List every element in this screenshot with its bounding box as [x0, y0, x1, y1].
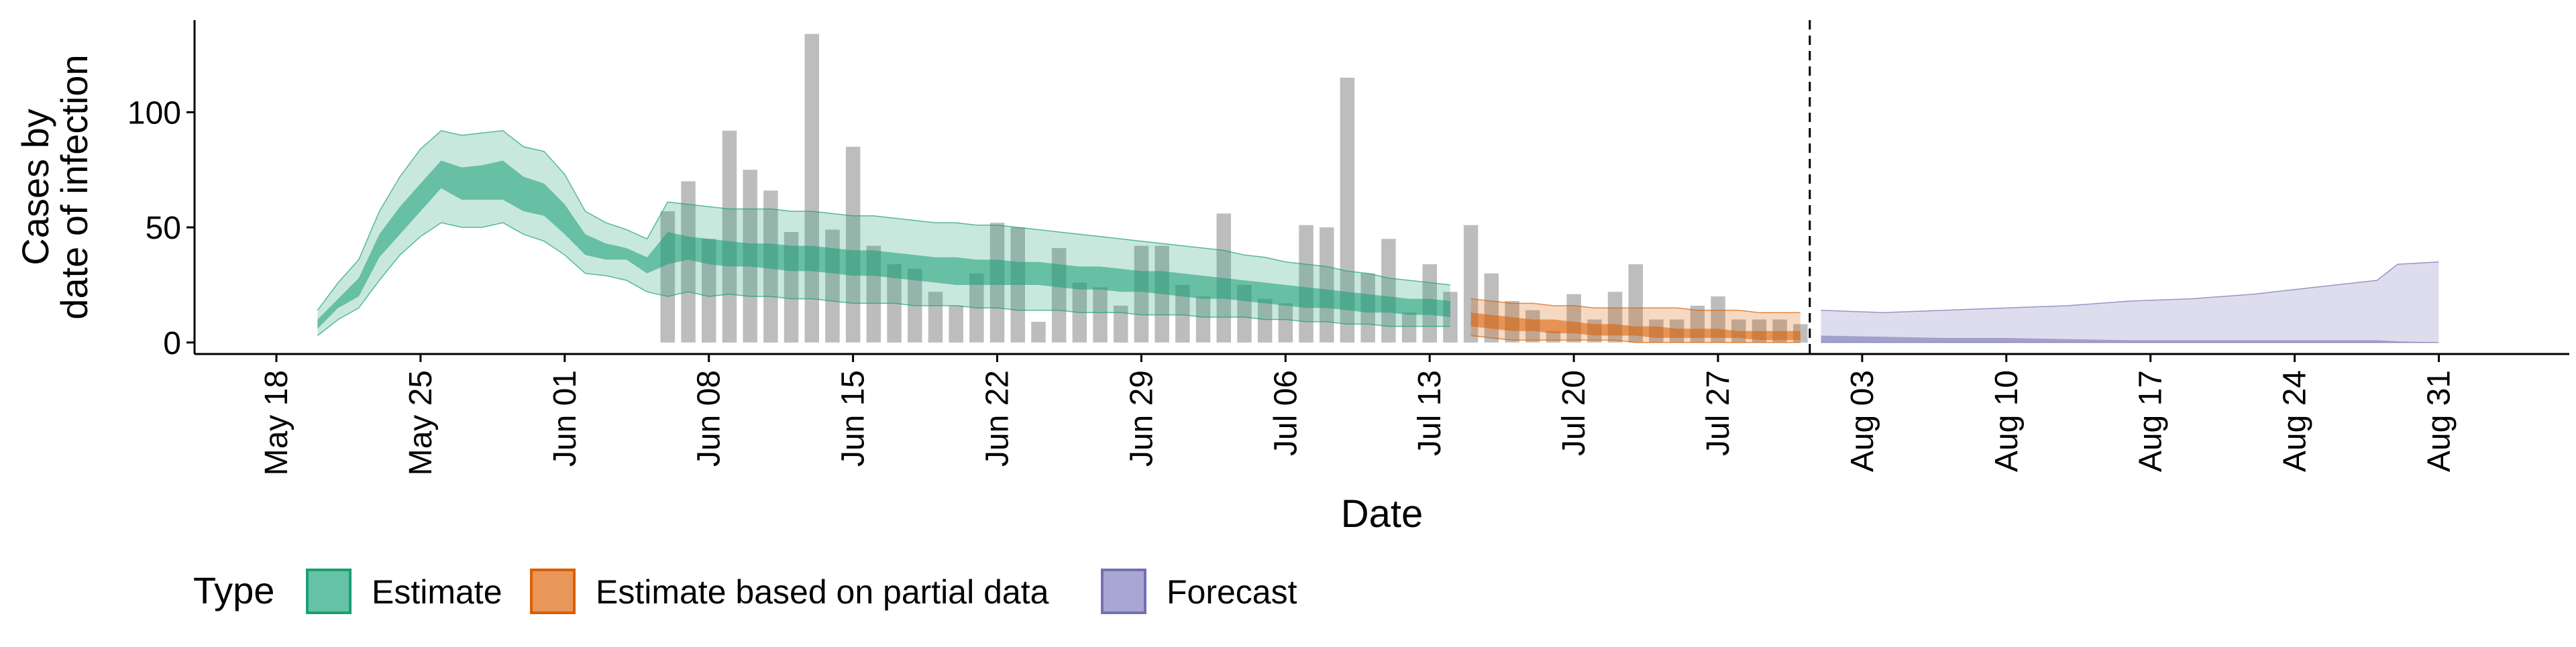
- reported-case-bar: [1340, 77, 1355, 343]
- x-tick-label: May 25: [403, 370, 439, 475]
- x-axis-title: Date: [1341, 492, 1424, 536]
- y-axis-title-line: Cases by: [14, 109, 56, 265]
- reported-case-bar: [1257, 298, 1273, 343]
- forecast-ribbon-50: [1821, 335, 2439, 343]
- x-tick-label: Aug 24: [2277, 370, 2313, 472]
- x-tick-label: Jul 06: [1268, 370, 1303, 456]
- y-axis-title-line: date of infection: [53, 54, 95, 319]
- x-tick-label: Aug 17: [2133, 370, 2169, 472]
- x-tick-label: Aug 10: [1989, 370, 2025, 472]
- x-tick-label: Jun 01: [547, 370, 583, 467]
- partial-estimate-ribbon-50: [1470, 312, 1801, 341]
- x-tick-label: Aug 31: [2422, 370, 2457, 472]
- axes: 0 50 100 May 18 May 25 Jun 01 Jun 08 Jun 15 Jun …: [127, 20, 2569, 475]
- reported-case-bar: [1320, 227, 1334, 343]
- partial-estimate-upper-edge: [1470, 298, 1801, 313]
- x-tick-label: Jun 22: [980, 370, 1016, 467]
- reported-case-bar: [1134, 245, 1149, 343]
- x-tick-label: Jul 27: [1701, 370, 1736, 456]
- legend-label: Forecast: [1167, 573, 1297, 611]
- y-tick-label: 100: [127, 95, 181, 131]
- legend-label: Estimate based on partial data: [596, 573, 1049, 611]
- estimate-lower-edge: [317, 222, 1450, 337]
- reported-case-bar: [1216, 213, 1231, 343]
- plot-area: [317, 20, 2439, 354]
- reported-case-bar: [1546, 331, 1561, 343]
- legend-key: [306, 569, 352, 614]
- forecast-ribbon-90: [1821, 261, 2439, 343]
- reported-case-bar: [949, 305, 963, 343]
- forecast-upper-edge: [1821, 261, 2439, 313]
- x-tick-label: Jun 08: [692, 370, 727, 467]
- legend-key: [1101, 569, 1146, 614]
- legend-title: Type: [193, 569, 274, 611]
- reported-case-bar: [1031, 321, 1046, 343]
- legend-key: [530, 569, 576, 614]
- y-tick-label: 50: [146, 211, 181, 246]
- reported-case-bar: [1195, 296, 1211, 343]
- reported-case-bar: [1299, 225, 1313, 343]
- reported-case-bar: [1278, 303, 1293, 343]
- estimate-upper-edge: [317, 130, 1450, 311]
- reported-case-bar: [1114, 305, 1128, 343]
- reported-case-bar: [681, 181, 696, 343]
- reported-case-bar: [1175, 285, 1190, 343]
- legend-label: Estimate: [372, 573, 502, 611]
- x-tick-label: May 18: [259, 370, 294, 475]
- x-tick-label: Jul 13: [1412, 370, 1448, 456]
- reported-case-bar: [1628, 264, 1643, 343]
- reported-case-bar: [1381, 239, 1396, 343]
- reported-case-bar: [702, 239, 716, 343]
- reported-case-bar: [845, 146, 861, 343]
- x-tick-label: Aug 03: [1845, 370, 1880, 472]
- reported-case-bar: [928, 292, 943, 343]
- reported-case-bar: [1401, 312, 1417, 343]
- x-tick-label: Jun 15: [836, 370, 871, 467]
- reported-case-bar: [722, 130, 737, 343]
- x-tick-label: Jun 29: [1124, 370, 1159, 467]
- reported-case-bar: [1093, 287, 1108, 343]
- partial-estimate-lower-edge: [1470, 335, 1801, 343]
- estimate-ribbon-50: [317, 160, 1450, 329]
- y-tick-label: 0: [163, 326, 181, 361]
- legend: Type Estimate Estimate based on partial da…: [193, 569, 1297, 614]
- x-tick-label: Jul 20: [1556, 370, 1592, 456]
